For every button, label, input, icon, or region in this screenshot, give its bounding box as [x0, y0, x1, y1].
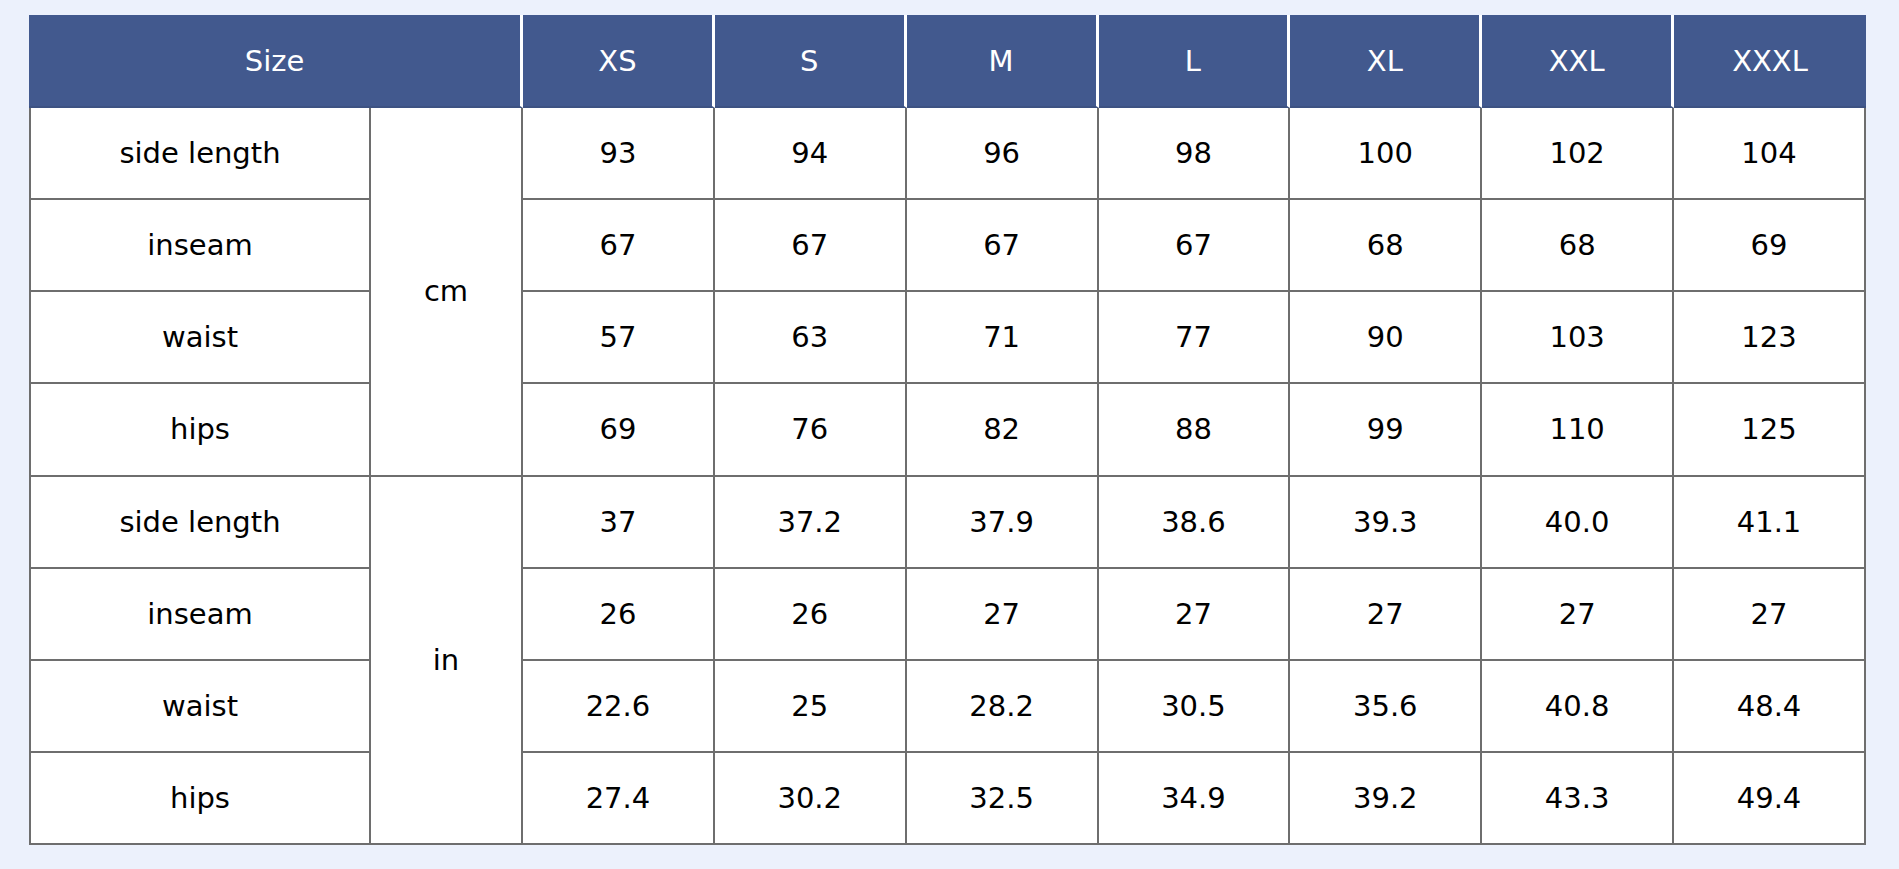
table-row: hips 69 76 82 88 99 110 125: [29, 384, 1866, 476]
value-cell: 67: [1099, 200, 1291, 292]
value-cell: 57: [523, 292, 715, 384]
header-row: Size XS S M L XL XXL XXXL: [29, 15, 1866, 108]
value-cell: 34.9: [1099, 753, 1291, 845]
column-header-xs: XS: [523, 15, 715, 108]
table-row: inseam 67 67 67 67 68 68 69: [29, 200, 1866, 292]
unit-cell-in: in: [371, 477, 523, 846]
table-row: hips 27.4 30.2 32.5 34.9 39.2 43.3 49.4: [29, 753, 1866, 845]
value-cell: 96: [907, 108, 1099, 200]
value-cell: 69: [1674, 200, 1866, 292]
value-cell: 71: [907, 292, 1099, 384]
measurement-label: waist: [29, 661, 371, 753]
value-cell: 27: [907, 569, 1099, 661]
value-cell: 104: [1674, 108, 1866, 200]
value-cell: 27: [1099, 569, 1291, 661]
table-row: side length cm 93 94 96 98 100 102 104: [29, 108, 1866, 200]
value-cell: 102: [1482, 108, 1674, 200]
value-cell: 103: [1482, 292, 1674, 384]
table-row: waist 22.6 25 28.2 30.5 35.6 40.8 48.4: [29, 661, 1866, 753]
value-cell: 39.2: [1290, 753, 1482, 845]
value-cell: 37.9: [907, 477, 1099, 569]
value-cell: 77: [1099, 292, 1291, 384]
value-cell: 82: [907, 384, 1099, 476]
unit-cell-cm: cm: [371, 108, 523, 477]
value-cell: 22.6: [523, 661, 715, 753]
measurement-label: hips: [29, 753, 371, 845]
measurement-label: inseam: [29, 200, 371, 292]
value-cell: 100: [1290, 108, 1482, 200]
value-cell: 37: [523, 477, 715, 569]
table-row: side length in 37 37.2 37.9 38.6 39.3 40…: [29, 477, 1866, 569]
value-cell: 90: [1290, 292, 1482, 384]
value-cell: 28.2: [907, 661, 1099, 753]
value-cell: 38.6: [1099, 477, 1291, 569]
value-cell: 98: [1099, 108, 1291, 200]
value-cell: 69: [523, 384, 715, 476]
value-cell: 32.5: [907, 753, 1099, 845]
value-cell: 110: [1482, 384, 1674, 476]
value-cell: 43.3: [1482, 753, 1674, 845]
value-cell: 40.8: [1482, 661, 1674, 753]
value-cell: 63: [715, 292, 907, 384]
value-cell: 67: [523, 200, 715, 292]
value-cell: 26: [715, 569, 907, 661]
size-header-cell: Size: [29, 15, 523, 108]
measurement-label: hips: [29, 384, 371, 476]
column-header-xxxl: XXXL: [1674, 15, 1866, 108]
value-cell: 27.4: [523, 753, 715, 845]
measurement-label: inseam: [29, 569, 371, 661]
value-cell: 40.0: [1482, 477, 1674, 569]
column-header-s: S: [715, 15, 907, 108]
value-cell: 68: [1482, 200, 1674, 292]
value-cell: 41.1: [1674, 477, 1866, 569]
value-cell: 123: [1674, 292, 1866, 384]
value-cell: 26: [523, 569, 715, 661]
measurement-label: side length: [29, 108, 371, 200]
value-cell: 30.2: [715, 753, 907, 845]
value-cell: 49.4: [1674, 753, 1866, 845]
value-cell: 25: [715, 661, 907, 753]
column-header-xxl: XXL: [1482, 15, 1674, 108]
value-cell: 30.5: [1099, 661, 1291, 753]
value-cell: 125: [1674, 384, 1866, 476]
value-cell: 76: [715, 384, 907, 476]
size-chart-table: Size XS S M L XL XXL XXXL side length cm…: [29, 15, 1866, 845]
value-cell: 93: [523, 108, 715, 200]
value-cell: 94: [715, 108, 907, 200]
value-cell: 37.2: [715, 477, 907, 569]
value-cell: 88: [1099, 384, 1291, 476]
table-row: inseam 26 26 27 27 27 27 27: [29, 569, 1866, 661]
value-cell: 39.3: [1290, 477, 1482, 569]
measurement-label: waist: [29, 292, 371, 384]
value-cell: 99: [1290, 384, 1482, 476]
measurement-label: side length: [29, 477, 371, 569]
column-header-xl: XL: [1290, 15, 1482, 108]
value-cell: 27: [1290, 569, 1482, 661]
value-cell: 48.4: [1674, 661, 1866, 753]
value-cell: 35.6: [1290, 661, 1482, 753]
value-cell: 67: [907, 200, 1099, 292]
column-header-l: L: [1099, 15, 1291, 108]
table-row: waist 57 63 71 77 90 103 123: [29, 292, 1866, 384]
value-cell: 67: [715, 200, 907, 292]
column-header-m: M: [907, 15, 1099, 108]
value-cell: 27: [1482, 569, 1674, 661]
value-cell: 27: [1674, 569, 1866, 661]
value-cell: 68: [1290, 200, 1482, 292]
